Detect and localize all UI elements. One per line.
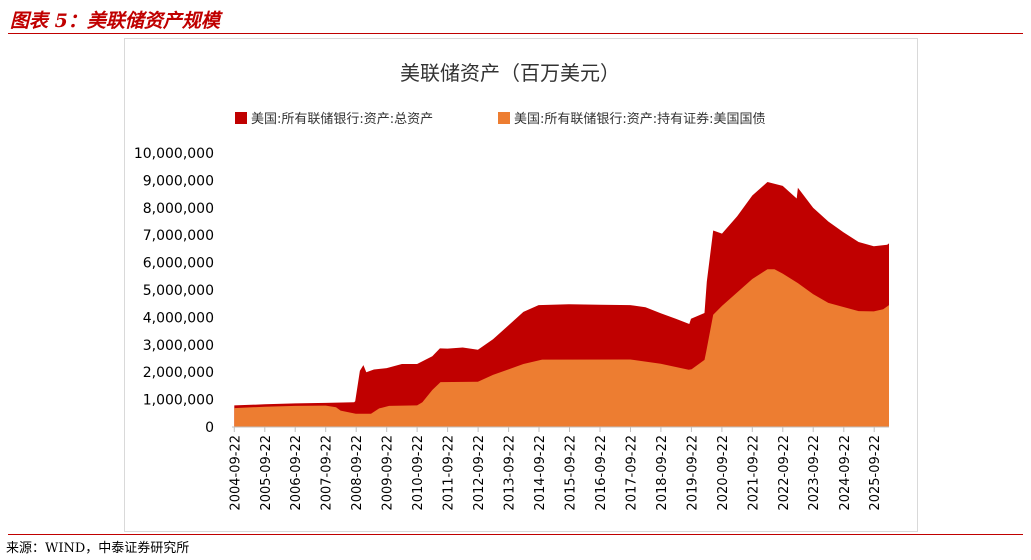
legend-label-total-assets: 美国:所有联储银行:资产:总资产 (251, 112, 433, 127)
x-tick-label: 2019-09-22 (685, 435, 700, 511)
chart-title: 美联储资产（百万美元） (400, 61, 620, 85)
legend-swatch-treasuries (498, 112, 510, 124)
legend-swatch-total-assets (235, 112, 247, 124)
source-note: 来源：WIND，中泰证券研究所 (6, 541, 190, 556)
x-tick-label: 2015-09-22 (564, 435, 579, 511)
x-tick-label: 2005-09-22 (259, 435, 274, 511)
x-tick-label: 2025-09-22 (868, 435, 883, 511)
y-tick-label: 9,000,000 (143, 173, 214, 189)
x-tick-label: 2008-09-22 (350, 435, 365, 511)
x-tick-label: 2010-09-22 (411, 435, 426, 511)
y-tick-label: 10,000,000 (134, 146, 214, 162)
x-tick-label: 2012-09-22 (472, 435, 487, 511)
y-tick-label: 3,000,000 (143, 338, 214, 354)
x-tick-label: 2013-09-22 (503, 435, 518, 511)
x-tick-label: 2022-09-22 (777, 435, 792, 511)
y-tick-label: 0 (205, 420, 214, 436)
x-tick-label: 2009-09-22 (381, 435, 396, 511)
x-tick-label: 2020-09-22 (716, 435, 731, 511)
y-tick-label: 7,000,000 (143, 228, 214, 244)
x-tick-label: 2021-09-22 (746, 435, 761, 511)
footer-divider (8, 534, 1023, 535)
y-tick-label: 5,000,000 (143, 283, 214, 299)
x-tick-label: 2016-09-22 (594, 435, 609, 511)
x-tick-label: 2007-09-22 (320, 435, 335, 511)
y-tick-label: 6,000,000 (143, 256, 214, 272)
y-tick-label: 2,000,000 (143, 365, 214, 381)
area-series-treasuries (234, 269, 890, 427)
y-tick-label: 1,000,000 (143, 393, 214, 409)
x-tick-label: 2023-09-22 (807, 435, 822, 511)
title-divider (8, 33, 1023, 34)
x-tick-label: 2011-09-22 (442, 435, 457, 511)
x-tick-label: 2018-09-22 (655, 435, 670, 511)
legend-label-treasuries: 美国:所有联储银行:资产:持有证券:美国国债 (514, 111, 766, 127)
plot-area: 0 1,000,000 2,000,000 3,000,000 4,000,000 5,0… (134, 146, 890, 511)
y-tick-label: 8,000,000 (143, 201, 214, 217)
figure-title: 图表 5：美联储资产规模 (10, 10, 220, 32)
x-tick-label: 2014-09-22 (533, 435, 548, 511)
x-tick-label: 2004-09-22 (228, 435, 243, 511)
x-tick-label: 2024-09-22 (838, 435, 853, 511)
x-tick-label: 2017-09-22 (625, 435, 640, 511)
y-tick-label: 4,000,000 (143, 310, 214, 326)
chart-frame (124, 38, 918, 532)
x-tick-label: 2006-09-22 (289, 435, 304, 511)
legend: 美国:所有联储银行:资产:总资产 美国:所有联储银行:资产:持有证券:美国国债 (235, 111, 766, 127)
